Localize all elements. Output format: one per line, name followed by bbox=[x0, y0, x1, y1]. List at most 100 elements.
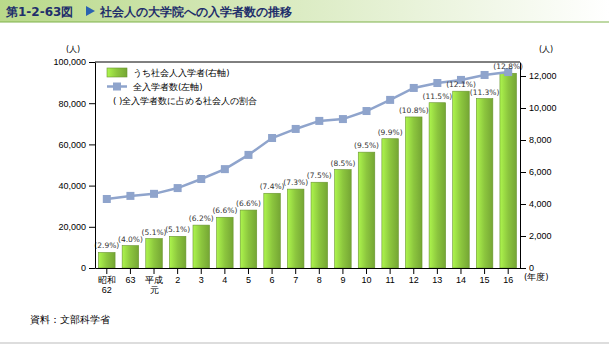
marker bbox=[315, 117, 323, 125]
y-tick: 0 bbox=[81, 263, 95, 273]
tick-label: 10 bbox=[362, 275, 372, 285]
x-tick: 2 bbox=[175, 268, 180, 285]
tick-mark bbox=[154, 268, 155, 274]
legend-label: 全入学者数(左軸) bbox=[133, 82, 203, 92]
tick-mark bbox=[437, 268, 438, 274]
tick-mark bbox=[520, 268, 526, 269]
bottom-rule bbox=[0, 343, 609, 344]
bar bbox=[217, 217, 234, 268]
legend-swatch bbox=[107, 68, 127, 77]
x-tick: 15 bbox=[480, 268, 490, 285]
ratio-label: (2.9%) bbox=[94, 241, 119, 250]
bar bbox=[169, 236, 186, 268]
tick-mark bbox=[106, 268, 107, 274]
x-tick: 16 bbox=[503, 268, 513, 285]
tick-mark bbox=[520, 76, 526, 77]
tick-label: 63 bbox=[125, 275, 135, 285]
tick-label: 6 bbox=[270, 275, 275, 285]
y-tick: 100,000 bbox=[53, 57, 95, 67]
tick-label: 60,000 bbox=[58, 140, 86, 150]
bar bbox=[287, 189, 304, 268]
x-unit: (年度) bbox=[524, 272, 549, 282]
tick-label: 5 bbox=[246, 275, 251, 285]
marker bbox=[268, 134, 276, 142]
tick-mark bbox=[89, 144, 95, 145]
y2-tick: 10,000 bbox=[520, 103, 557, 113]
marker bbox=[103, 195, 111, 203]
ratio-label: (4.0%) bbox=[118, 235, 143, 244]
legend: うち社会人入学者(右軸)全入学者数(左軸)( )全入学者数に占める社会人の割合 bbox=[107, 68, 257, 106]
tick-mark bbox=[272, 268, 273, 274]
ratio-label: (7.5%) bbox=[307, 171, 332, 180]
marker bbox=[174, 184, 182, 192]
x-tick: 8 bbox=[317, 268, 322, 285]
bar bbox=[99, 252, 116, 268]
ratio-label: (6.2%) bbox=[189, 214, 214, 223]
tick-label: 11 bbox=[385, 275, 394, 285]
tick-mark bbox=[520, 236, 526, 237]
y-tick: 20,000 bbox=[58, 222, 95, 232]
y2-axis: 02,0004,0006,0008,00010,00012,000 bbox=[520, 63, 557, 274]
tick-mark bbox=[390, 268, 391, 274]
x-tick: 5 bbox=[246, 268, 251, 285]
x-axis: 昭和6263平成元2345678910111213141516 bbox=[96, 268, 521, 295]
tick-mark bbox=[508, 268, 509, 274]
tick-label: 2,000 bbox=[529, 231, 552, 241]
header-rule bbox=[0, 22, 609, 23]
tick-mark bbox=[89, 186, 95, 187]
tick-label: 16 bbox=[503, 275, 513, 285]
tick-label: 13 bbox=[432, 275, 442, 285]
ratio-label: (11.3%) bbox=[470, 88, 500, 97]
x-tick: 6 bbox=[270, 268, 275, 285]
bar bbox=[264, 193, 281, 268]
tick-label: 8,000 bbox=[529, 135, 552, 145]
ratio-label: (10.8%) bbox=[399, 106, 429, 115]
tick-label: 6,000 bbox=[529, 167, 552, 177]
y2-tick: 8,000 bbox=[520, 135, 552, 145]
legend-note: ( )全入学者数に占める社会人の割合 bbox=[113, 96, 257, 106]
x-tick: 14 bbox=[456, 268, 466, 285]
ratio-label: (7.3%) bbox=[283, 178, 308, 187]
marker bbox=[433, 79, 441, 87]
tick-label: 10,000 bbox=[529, 103, 557, 113]
tick-mark bbox=[89, 268, 95, 269]
tick-mark bbox=[224, 268, 225, 274]
tick-mark bbox=[89, 103, 95, 104]
tick-label: 12,000 bbox=[529, 71, 557, 81]
tick-mark bbox=[366, 268, 367, 274]
bar bbox=[429, 103, 446, 268]
bar bbox=[122, 246, 139, 268]
tick-label: 12 bbox=[409, 275, 419, 285]
x-tick: 11 bbox=[385, 268, 394, 285]
x-tick: 平成元 bbox=[145, 268, 163, 295]
marker bbox=[150, 190, 158, 198]
ratio-label: (5.1%) bbox=[165, 225, 190, 234]
tick-mark bbox=[319, 268, 320, 274]
ratio-label: (6.6%) bbox=[236, 199, 261, 208]
tick-label: 7 bbox=[293, 275, 298, 285]
ratio-label: (9.9%) bbox=[378, 128, 403, 137]
bar bbox=[405, 117, 422, 268]
tick-mark bbox=[520, 140, 526, 141]
ratio-label: (8.5%) bbox=[330, 159, 355, 168]
ratio-label: (6.6%) bbox=[212, 206, 237, 215]
tick-label: 4,000 bbox=[529, 199, 552, 209]
tick-label: 20,000 bbox=[58, 222, 86, 232]
header-arrow bbox=[86, 6, 95, 16]
y2-unit: (人) bbox=[539, 45, 553, 54]
marker bbox=[126, 192, 134, 200]
header-band bbox=[0, 0, 609, 22]
bar bbox=[146, 239, 163, 268]
tick-mark bbox=[89, 62, 95, 63]
bar bbox=[311, 182, 328, 268]
bar bbox=[500, 73, 517, 268]
y2-tick: 4,000 bbox=[520, 199, 552, 209]
x-tick: 7 bbox=[293, 268, 298, 285]
bar bbox=[193, 225, 210, 268]
ratio-label: (7.4%) bbox=[260, 182, 285, 191]
x-tick: 63 bbox=[125, 268, 135, 285]
tick-mark bbox=[342, 268, 343, 274]
tick-label: 0 bbox=[81, 263, 86, 273]
tick-label: 100,000 bbox=[53, 57, 86, 67]
plot-frame bbox=[95, 62, 520, 63]
